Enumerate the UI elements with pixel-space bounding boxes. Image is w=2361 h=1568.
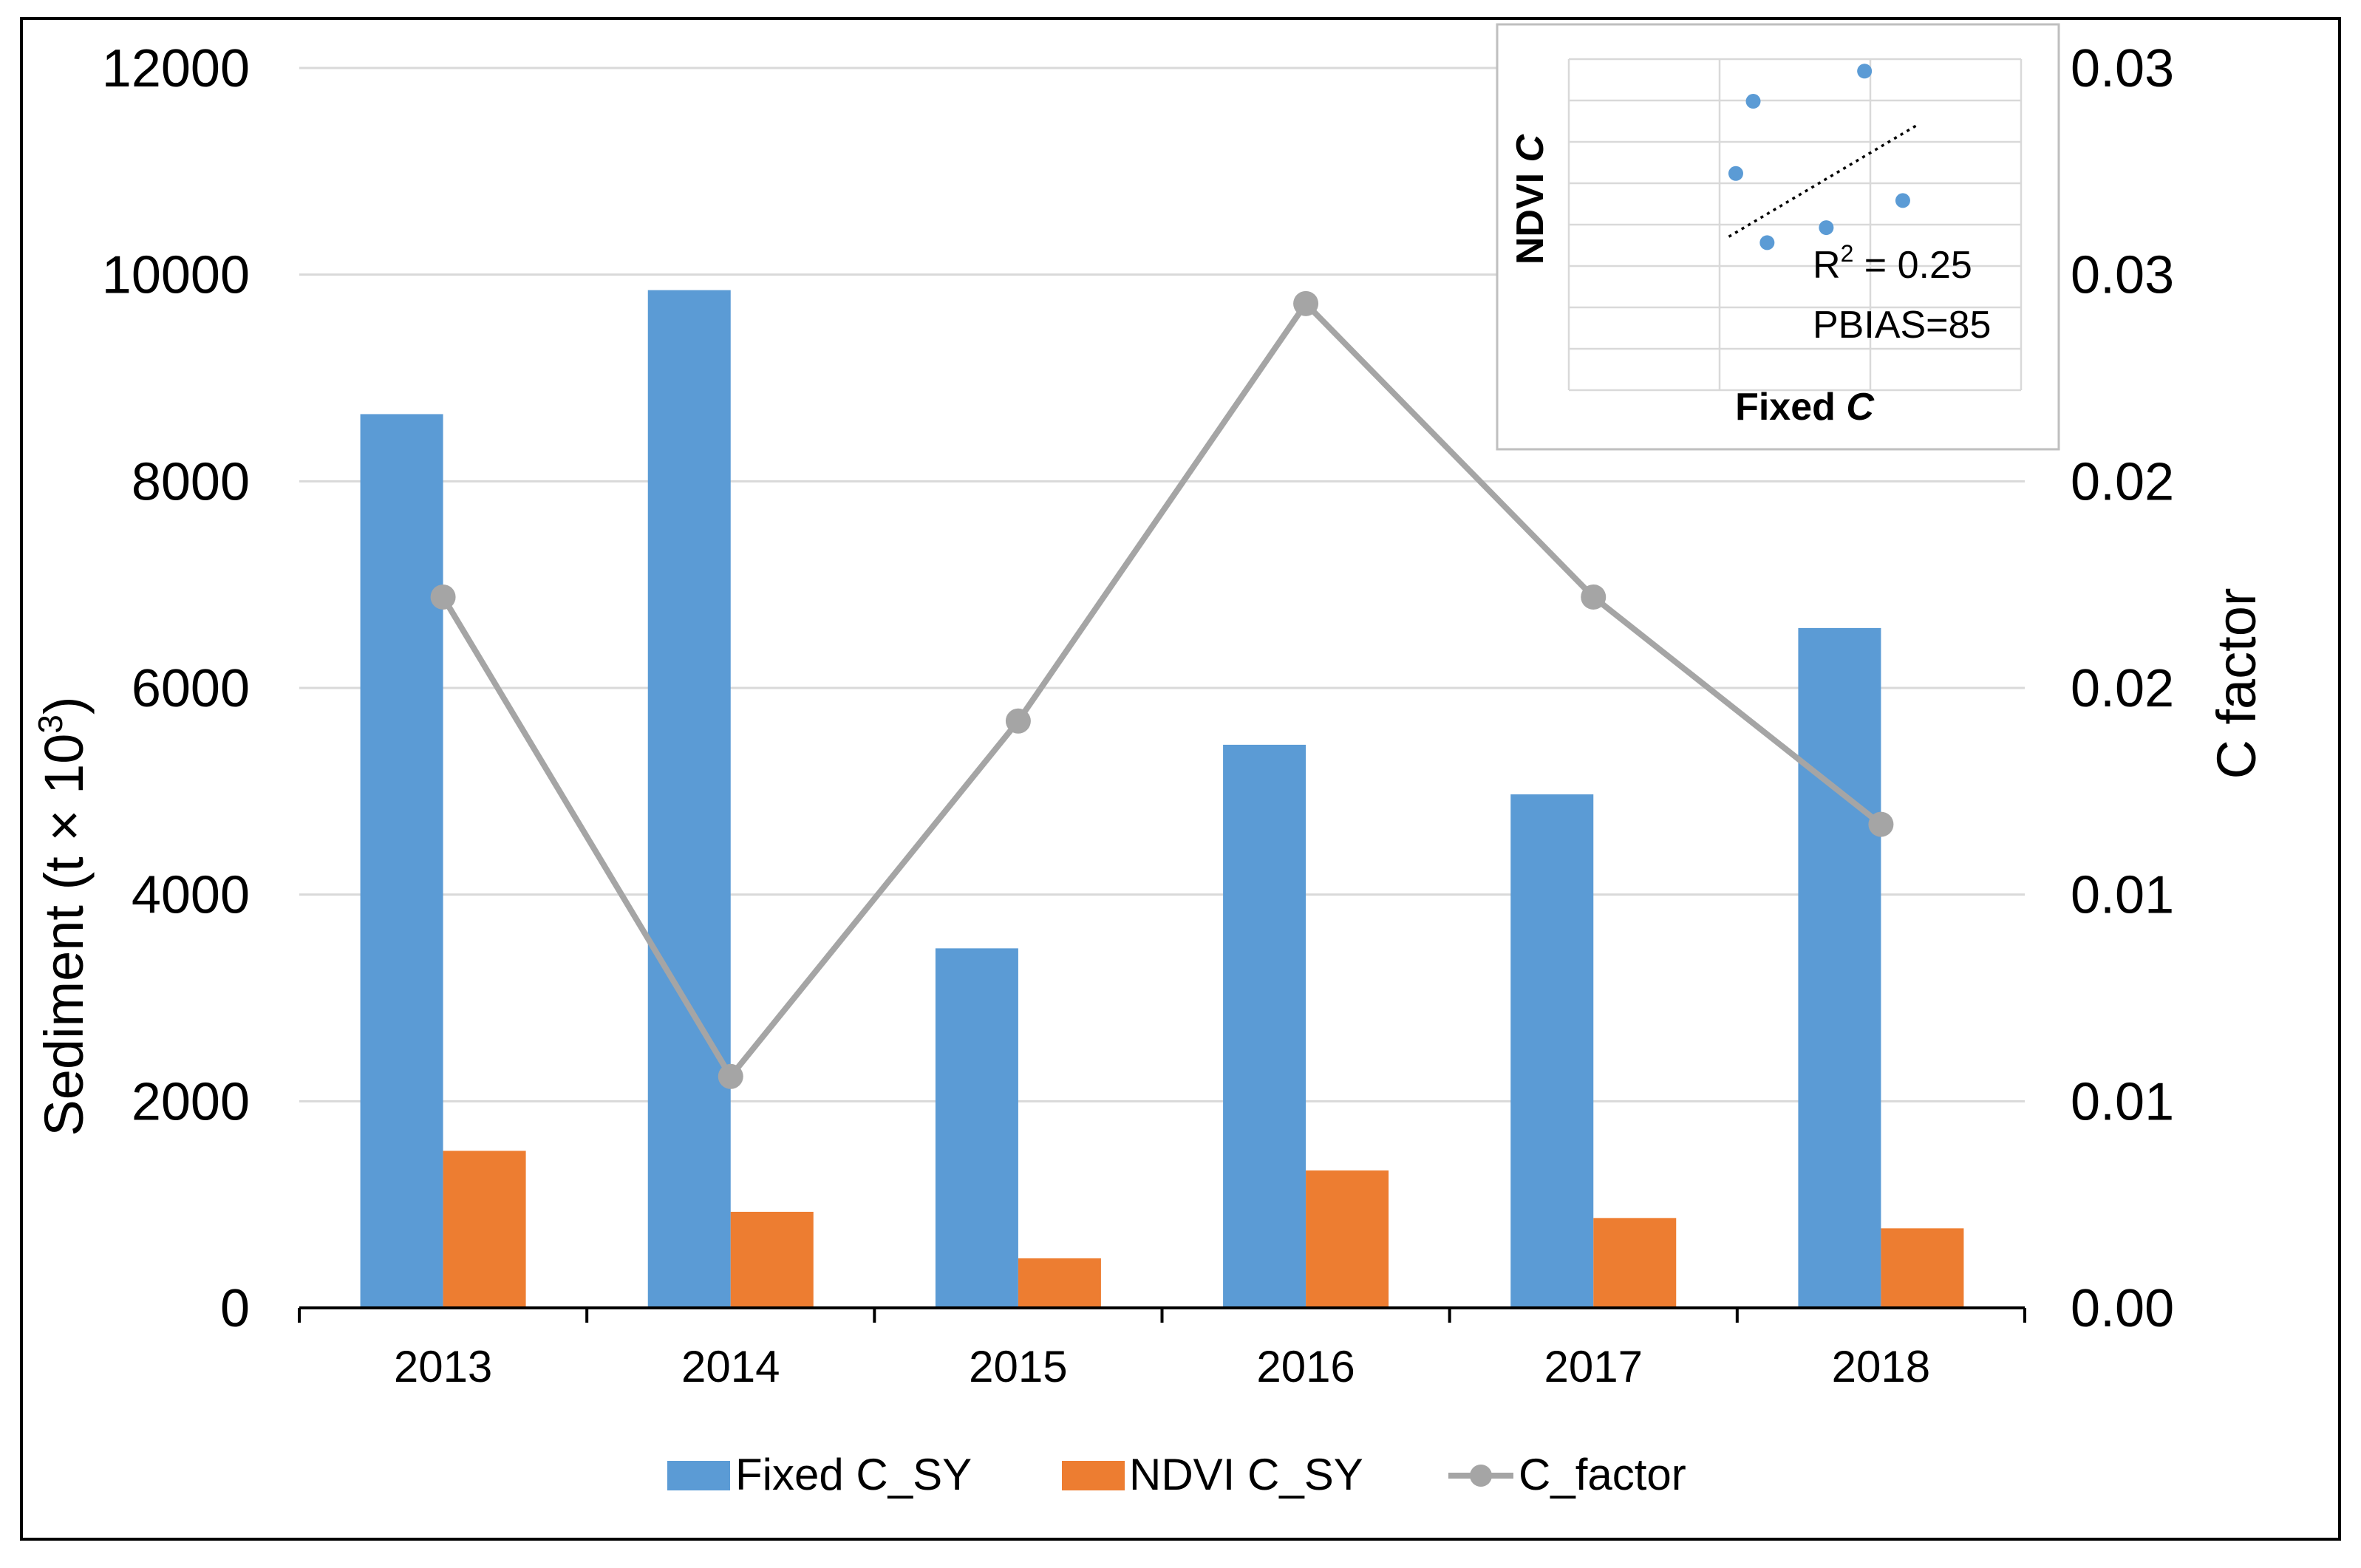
bar-fixed-c-sy: [1510, 794, 1594, 1308]
left-tick-labels: 0 2000 4000 6000 8000 10000 12000: [102, 39, 250, 1338]
inset-y-label: NDVI C: [1509, 133, 1552, 265]
x-tick-label: 2014: [681, 1342, 780, 1391]
inset-point: [1819, 220, 1834, 236]
c-factor-line: [440, 300, 1883, 1080]
inset-gridlines: [1567, 58, 2023, 392]
y2-axis-label: C factor: [2206, 587, 2267, 779]
y2-tick-label: 0.01: [2071, 1072, 2174, 1131]
inset-point: [1728, 166, 1743, 181]
inset-scatter: R2 = 0.25 PBIAS=85 Fixed C NDVI C: [1496, 23, 2060, 451]
axes: [298, 1306, 2026, 1323]
c-factor-point: [1005, 708, 1031, 734]
y-tick-label: 12000: [102, 39, 250, 98]
bar-ndvi-c-sy: [1593, 1218, 1677, 1308]
y2-tick-label: 0.02: [2071, 452, 2174, 511]
bar-ndvi-c-sy: [1306, 1170, 1389, 1308]
bar-ndvi-c-sy: [443, 1151, 526, 1308]
right-tick-labels: 0.00 0.01 0.01 0.02 0.02 0.03 0.03: [2071, 39, 2174, 1338]
bar-fixed-c-sy: [935, 948, 1018, 1308]
legend-swatch-fixed: [667, 1461, 730, 1490]
bar-fixed-c-sy: [647, 290, 731, 1309]
y2-tick-label: 0.01: [2071, 866, 2174, 925]
bar-ndvi-c-sy: [1881, 1228, 1964, 1308]
y-tick-label: 2000: [132, 1072, 250, 1131]
c-factor-point: [1581, 584, 1607, 610]
inset-pbias-label: PBIAS=85: [1813, 304, 1991, 347]
inset-point: [1745, 94, 1761, 109]
legend-marker-cfactor: [1470, 1465, 1492, 1487]
x-tick-label: 2013: [394, 1342, 492, 1391]
x-tick-label: 2018: [1832, 1342, 1930, 1391]
y2-tick-label: 0.03: [2071, 39, 2174, 98]
inset-point: [1857, 64, 1873, 79]
y-tick-label: 4000: [132, 866, 250, 925]
y2-tick-label: 0.02: [2071, 659, 2174, 718]
inset-point: [1759, 235, 1775, 250]
c-factor-line-layer: [430, 290, 1894, 1089]
y-tick-label: 10000: [102, 246, 250, 305]
bar-ndvi-c-sy: [1018, 1258, 1101, 1308]
x-tick-label: 2015: [969, 1342, 1067, 1391]
y-tick-label: 6000: [132, 659, 250, 718]
legend-swatch-ndvi: [1062, 1461, 1125, 1490]
inset-r2-label: R2 = 0.25: [1813, 240, 1972, 287]
c-factor-point: [1293, 290, 1319, 316]
bar-ndvi-c-sy: [730, 1211, 814, 1308]
bar-fixed-c-sy: [1223, 744, 1306, 1308]
c-factor-point: [718, 1063, 743, 1089]
inset-x-label: Fixed C: [1735, 386, 1875, 429]
legend-label-fixed: Fixed C_SY: [735, 1450, 972, 1499]
y2-tick-label: 0.03: [2071, 246, 2174, 305]
y-tick-label: 0: [220, 1279, 250, 1338]
y2-tick-label: 0.00: [2071, 1279, 2174, 1338]
category-labels: 2013 2014 2015 2016 2017 2018: [394, 1342, 1930, 1391]
legend-label-ndvi: NDVI C_SY: [1129, 1450, 1363, 1499]
x-tick-label: 2016: [1256, 1342, 1355, 1391]
legend-label-cfactor: C_factor: [1519, 1450, 1686, 1499]
y-tick-label: 8000: [132, 452, 250, 511]
bar-fixed-c-sy: [1798, 627, 1881, 1308]
inset-points: [1728, 64, 1910, 250]
inset-frame: [1496, 23, 2060, 451]
bars: [360, 290, 1964, 1309]
c-factor-point: [430, 584, 456, 610]
bar-fixed-c-sy: [360, 414, 443, 1308]
inset-point: [1895, 193, 1910, 208]
c-factor-point: [1868, 811, 1894, 837]
y-axis-label: Sediment (t × 103): [31, 696, 95, 1136]
legend: Fixed C_SY NDVI C_SY C_factor: [667, 1450, 1686, 1499]
x-tick-label: 2017: [1544, 1342, 1643, 1391]
